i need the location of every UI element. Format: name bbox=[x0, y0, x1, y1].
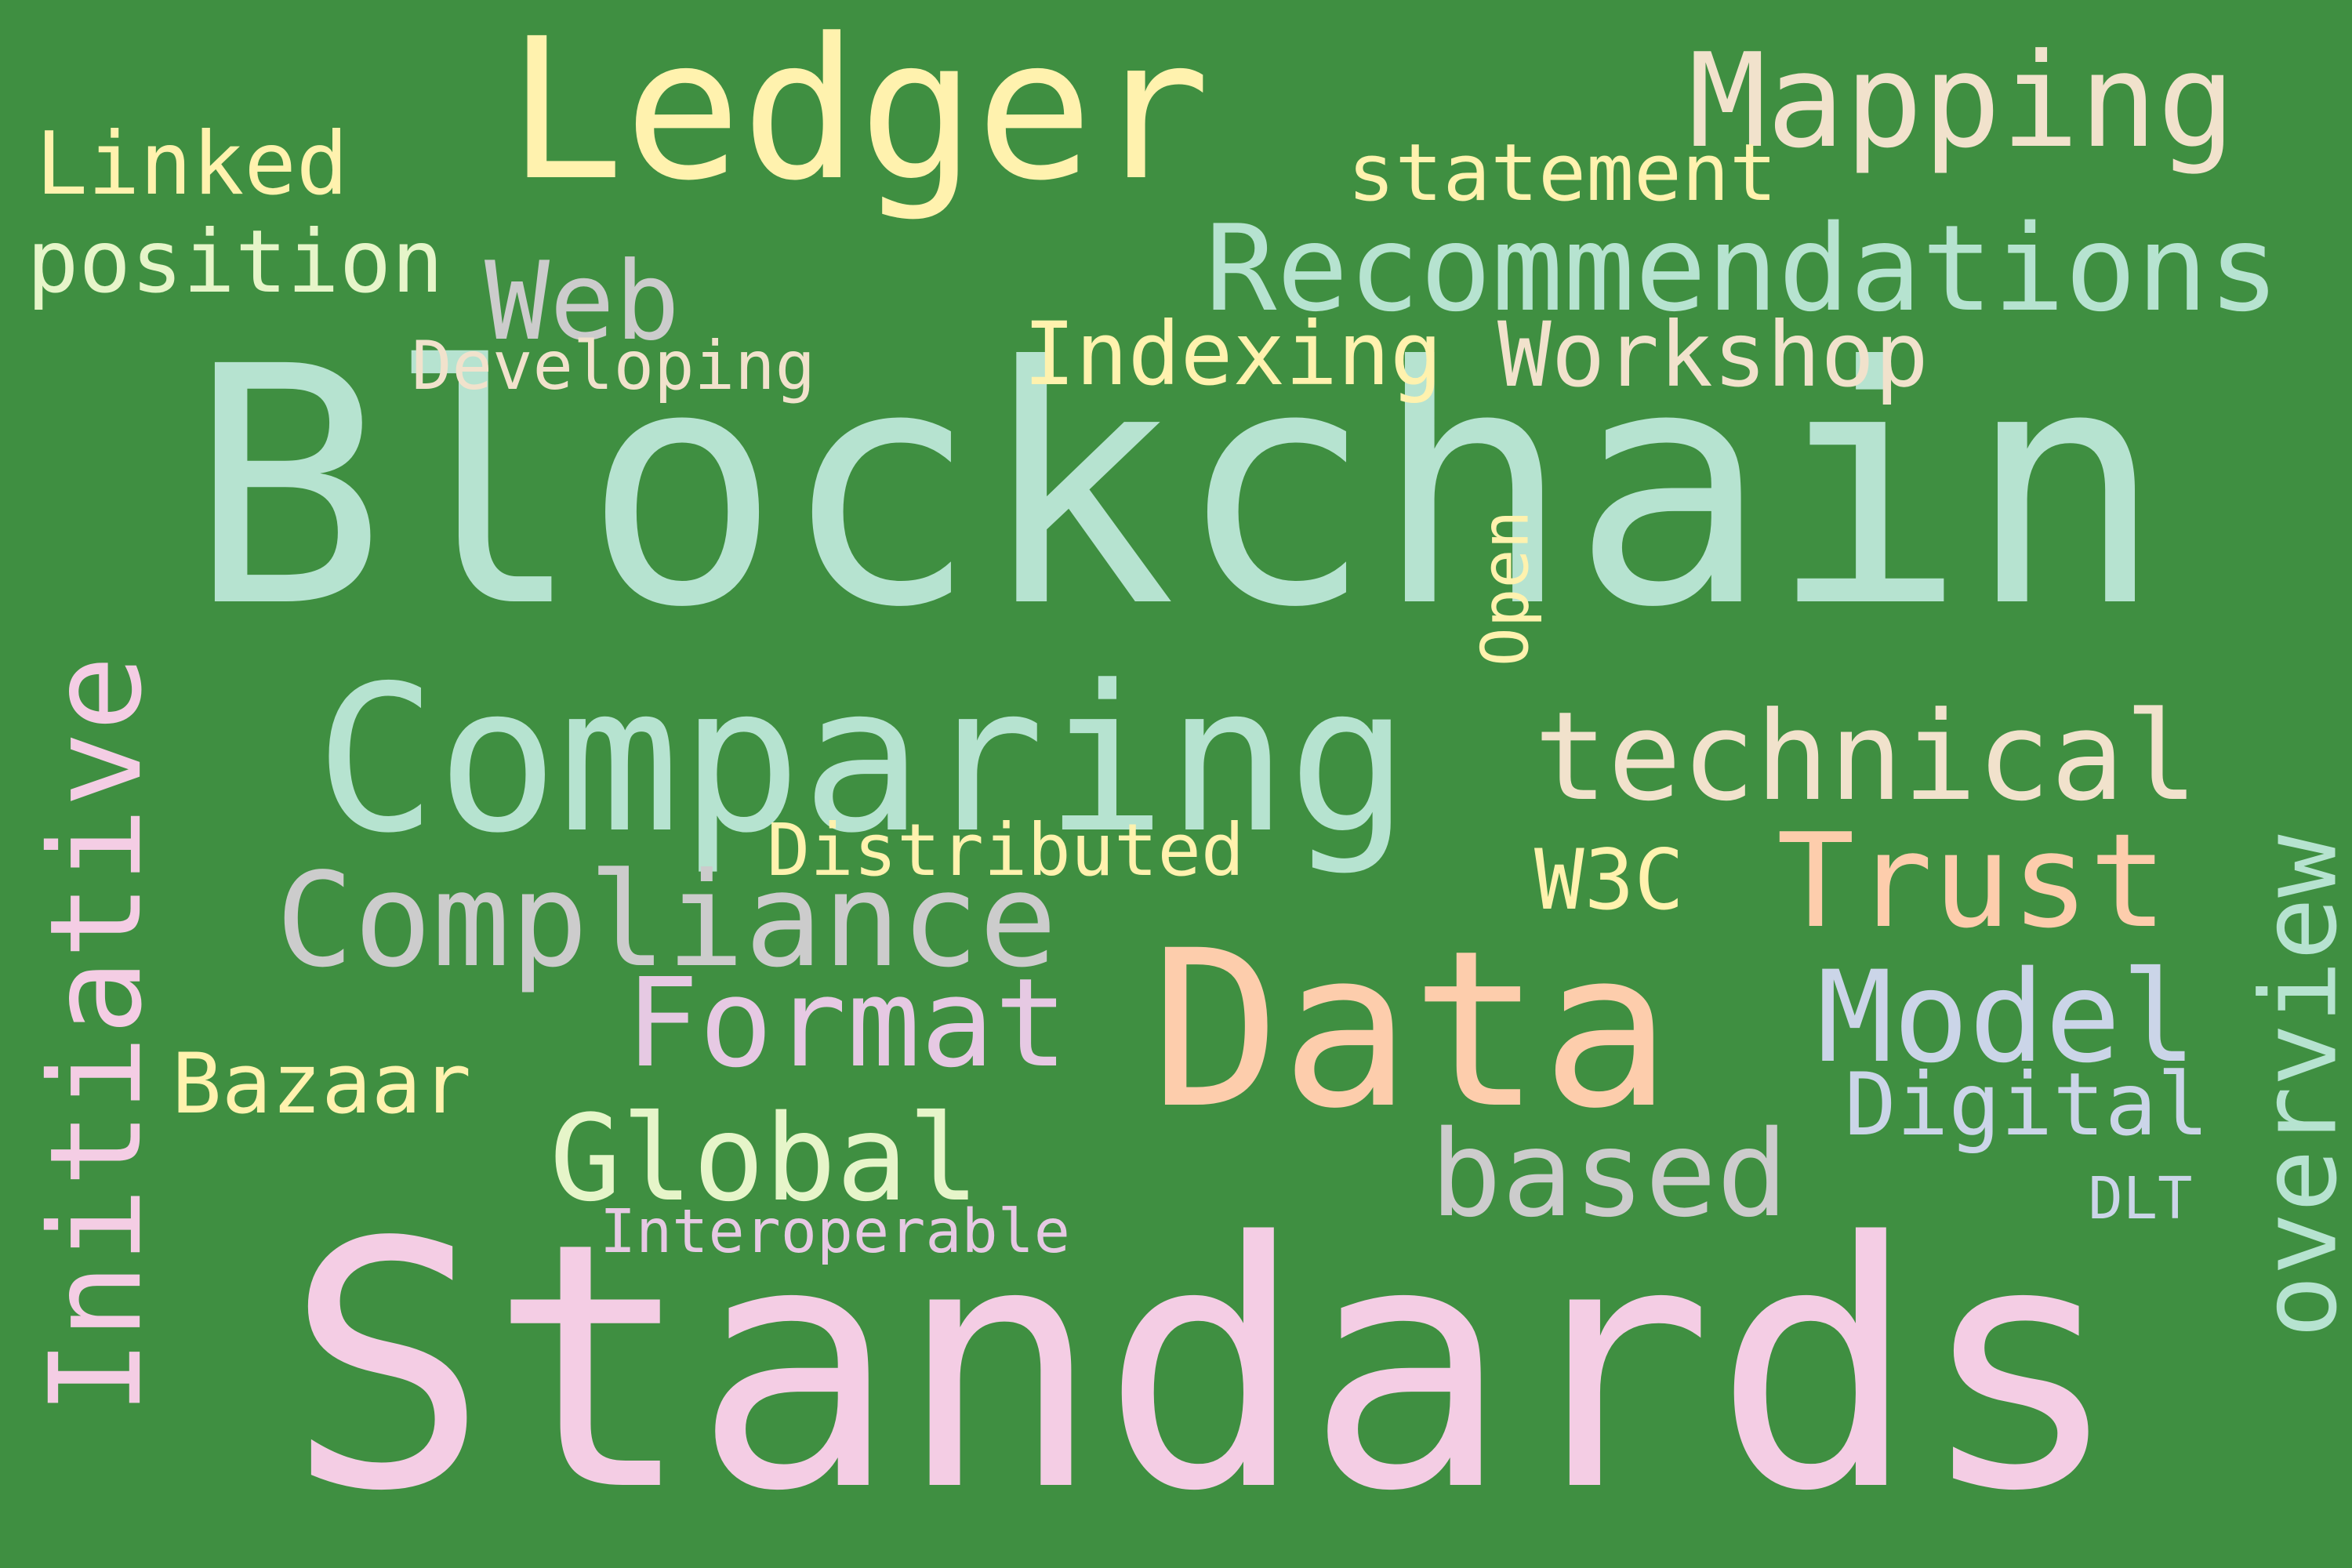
word-w3c: W3C bbox=[1534, 831, 1685, 928]
word-workshop: Workshop bbox=[1497, 302, 1929, 407]
word-blockchain: Blockchain bbox=[188, 296, 2165, 679]
word-ledger: Ledger bbox=[506, 0, 1210, 223]
word-statement: statement bbox=[1347, 125, 1777, 219]
word-model: Model bbox=[1817, 944, 2198, 1091]
word-indexing: Indexing bbox=[1023, 304, 1443, 405]
word-position: position bbox=[27, 212, 444, 313]
word-linked: Linked bbox=[35, 114, 349, 215]
word-recommendations: Recommendations bbox=[1205, 198, 2280, 338]
word-based: based bbox=[1430, 1104, 1788, 1243]
word-digital: Digital bbox=[1844, 1055, 2209, 1156]
word-technical: technical bbox=[1534, 685, 2198, 828]
word-web: Web bbox=[485, 238, 681, 365]
word-interoperable: Interoperable bbox=[600, 1197, 1070, 1267]
word-comparing: Comparing bbox=[315, 642, 1410, 877]
word-mapping: Mapping bbox=[1688, 26, 2236, 177]
word-dlt: DLT bbox=[2088, 1166, 2193, 1232]
word-global: Global bbox=[550, 1088, 980, 1228]
word-bazaar: Bazaar bbox=[172, 1035, 472, 1132]
word-standards: Standards bbox=[285, 1171, 2122, 1565]
word-overview: overview bbox=[2238, 834, 2352, 1338]
word-trust: Trust bbox=[1777, 806, 2168, 957]
word-format: Format bbox=[625, 952, 1069, 1094]
word-data: Data bbox=[1150, 905, 1672, 1156]
word-developing: Developing bbox=[412, 327, 816, 405]
word-compliance: Compliance bbox=[275, 845, 1058, 996]
word-distributed: Distributed bbox=[767, 808, 1245, 892]
word-open: Open bbox=[1466, 510, 1543, 666]
word-initiative: Initiative bbox=[23, 655, 170, 1415]
